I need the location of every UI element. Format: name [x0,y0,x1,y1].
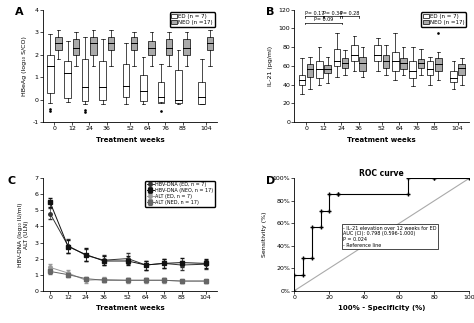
Bar [334,49,340,66]
Bar [383,55,389,68]
Bar [64,61,71,99]
Y-axis label: HBV-DNA (log₁₀ IU/ml)
ALT (ULN): HBV-DNA (log₁₀ IU/ml) ALT (ULN) [18,202,29,267]
Bar [307,64,313,77]
X-axis label: 100% - Specificity (%): 100% - Specificity (%) [338,306,426,311]
Legend: HBV-DNA (ED, n = 7), HBV-DNA (NEO, n = 17), ALT (ED, n = 7), ALT (NED, n = 17): HBV-DNA (ED, n = 7), HBV-DNA (NEO, n = 1… [145,181,215,207]
X-axis label: Treatment weeks: Treatment weeks [347,137,416,143]
Bar [166,39,173,55]
Bar [158,82,164,103]
Bar [175,70,182,103]
Bar [82,59,89,101]
Bar [90,37,97,55]
Text: C: C [8,176,16,186]
Bar [427,61,434,75]
Bar [418,59,424,68]
Legend: ED (n = 7), NEO (n =17): ED (n = 7), NEO (n =17) [170,13,215,26]
Bar [108,37,114,50]
Bar [400,58,407,69]
Bar [392,52,399,70]
Bar [450,70,457,82]
Bar [183,39,190,55]
Bar [100,61,106,99]
Bar [207,37,213,50]
Y-axis label: Sensitivity (%): Sensitivity (%) [262,212,267,257]
Bar [458,64,465,75]
X-axis label: Treatment weeks: Treatment weeks [96,306,164,311]
Bar [123,64,129,97]
Bar [199,82,205,104]
Text: - IL-21 elevation over 12 weeks for ED
AUC (CI): 0.798 (0.596-1.000)
P = 0.024
-: - IL-21 elevation over 12 weeks for ED A… [343,225,437,248]
Bar [374,45,381,61]
Y-axis label: IL-21 (pg/ml): IL-21 (pg/ml) [268,46,273,86]
Text: P= 0.34: P= 0.34 [323,11,342,16]
Y-axis label: HBeAg (log₁₀ S/CO): HBeAg (log₁₀ S/CO) [22,36,27,96]
Bar [410,61,416,78]
Text: A: A [15,7,23,17]
Text: P= 0.17: P= 0.17 [305,11,325,16]
Bar [351,45,358,61]
Bar [342,58,348,68]
Text: P= 0.28: P= 0.28 [340,11,359,16]
Bar [55,37,62,50]
Bar [73,39,79,55]
Legend: ED (n = 7), NEO (n =17): ED (n = 7), NEO (n =17) [421,13,466,26]
Bar [47,55,54,93]
Text: D: D [266,176,276,186]
Text: B: B [266,7,275,17]
Bar [435,58,442,70]
Bar [299,75,305,85]
Title: ROC curve: ROC curve [359,169,404,178]
Bar [140,75,147,101]
Bar [316,61,323,78]
X-axis label: Treatment weeks: Treatment weeks [96,137,164,143]
Text: P= 0.09: P= 0.09 [314,17,333,22]
Bar [131,37,137,50]
Bar [359,57,366,70]
Bar [148,41,155,55]
Bar [324,65,331,73]
